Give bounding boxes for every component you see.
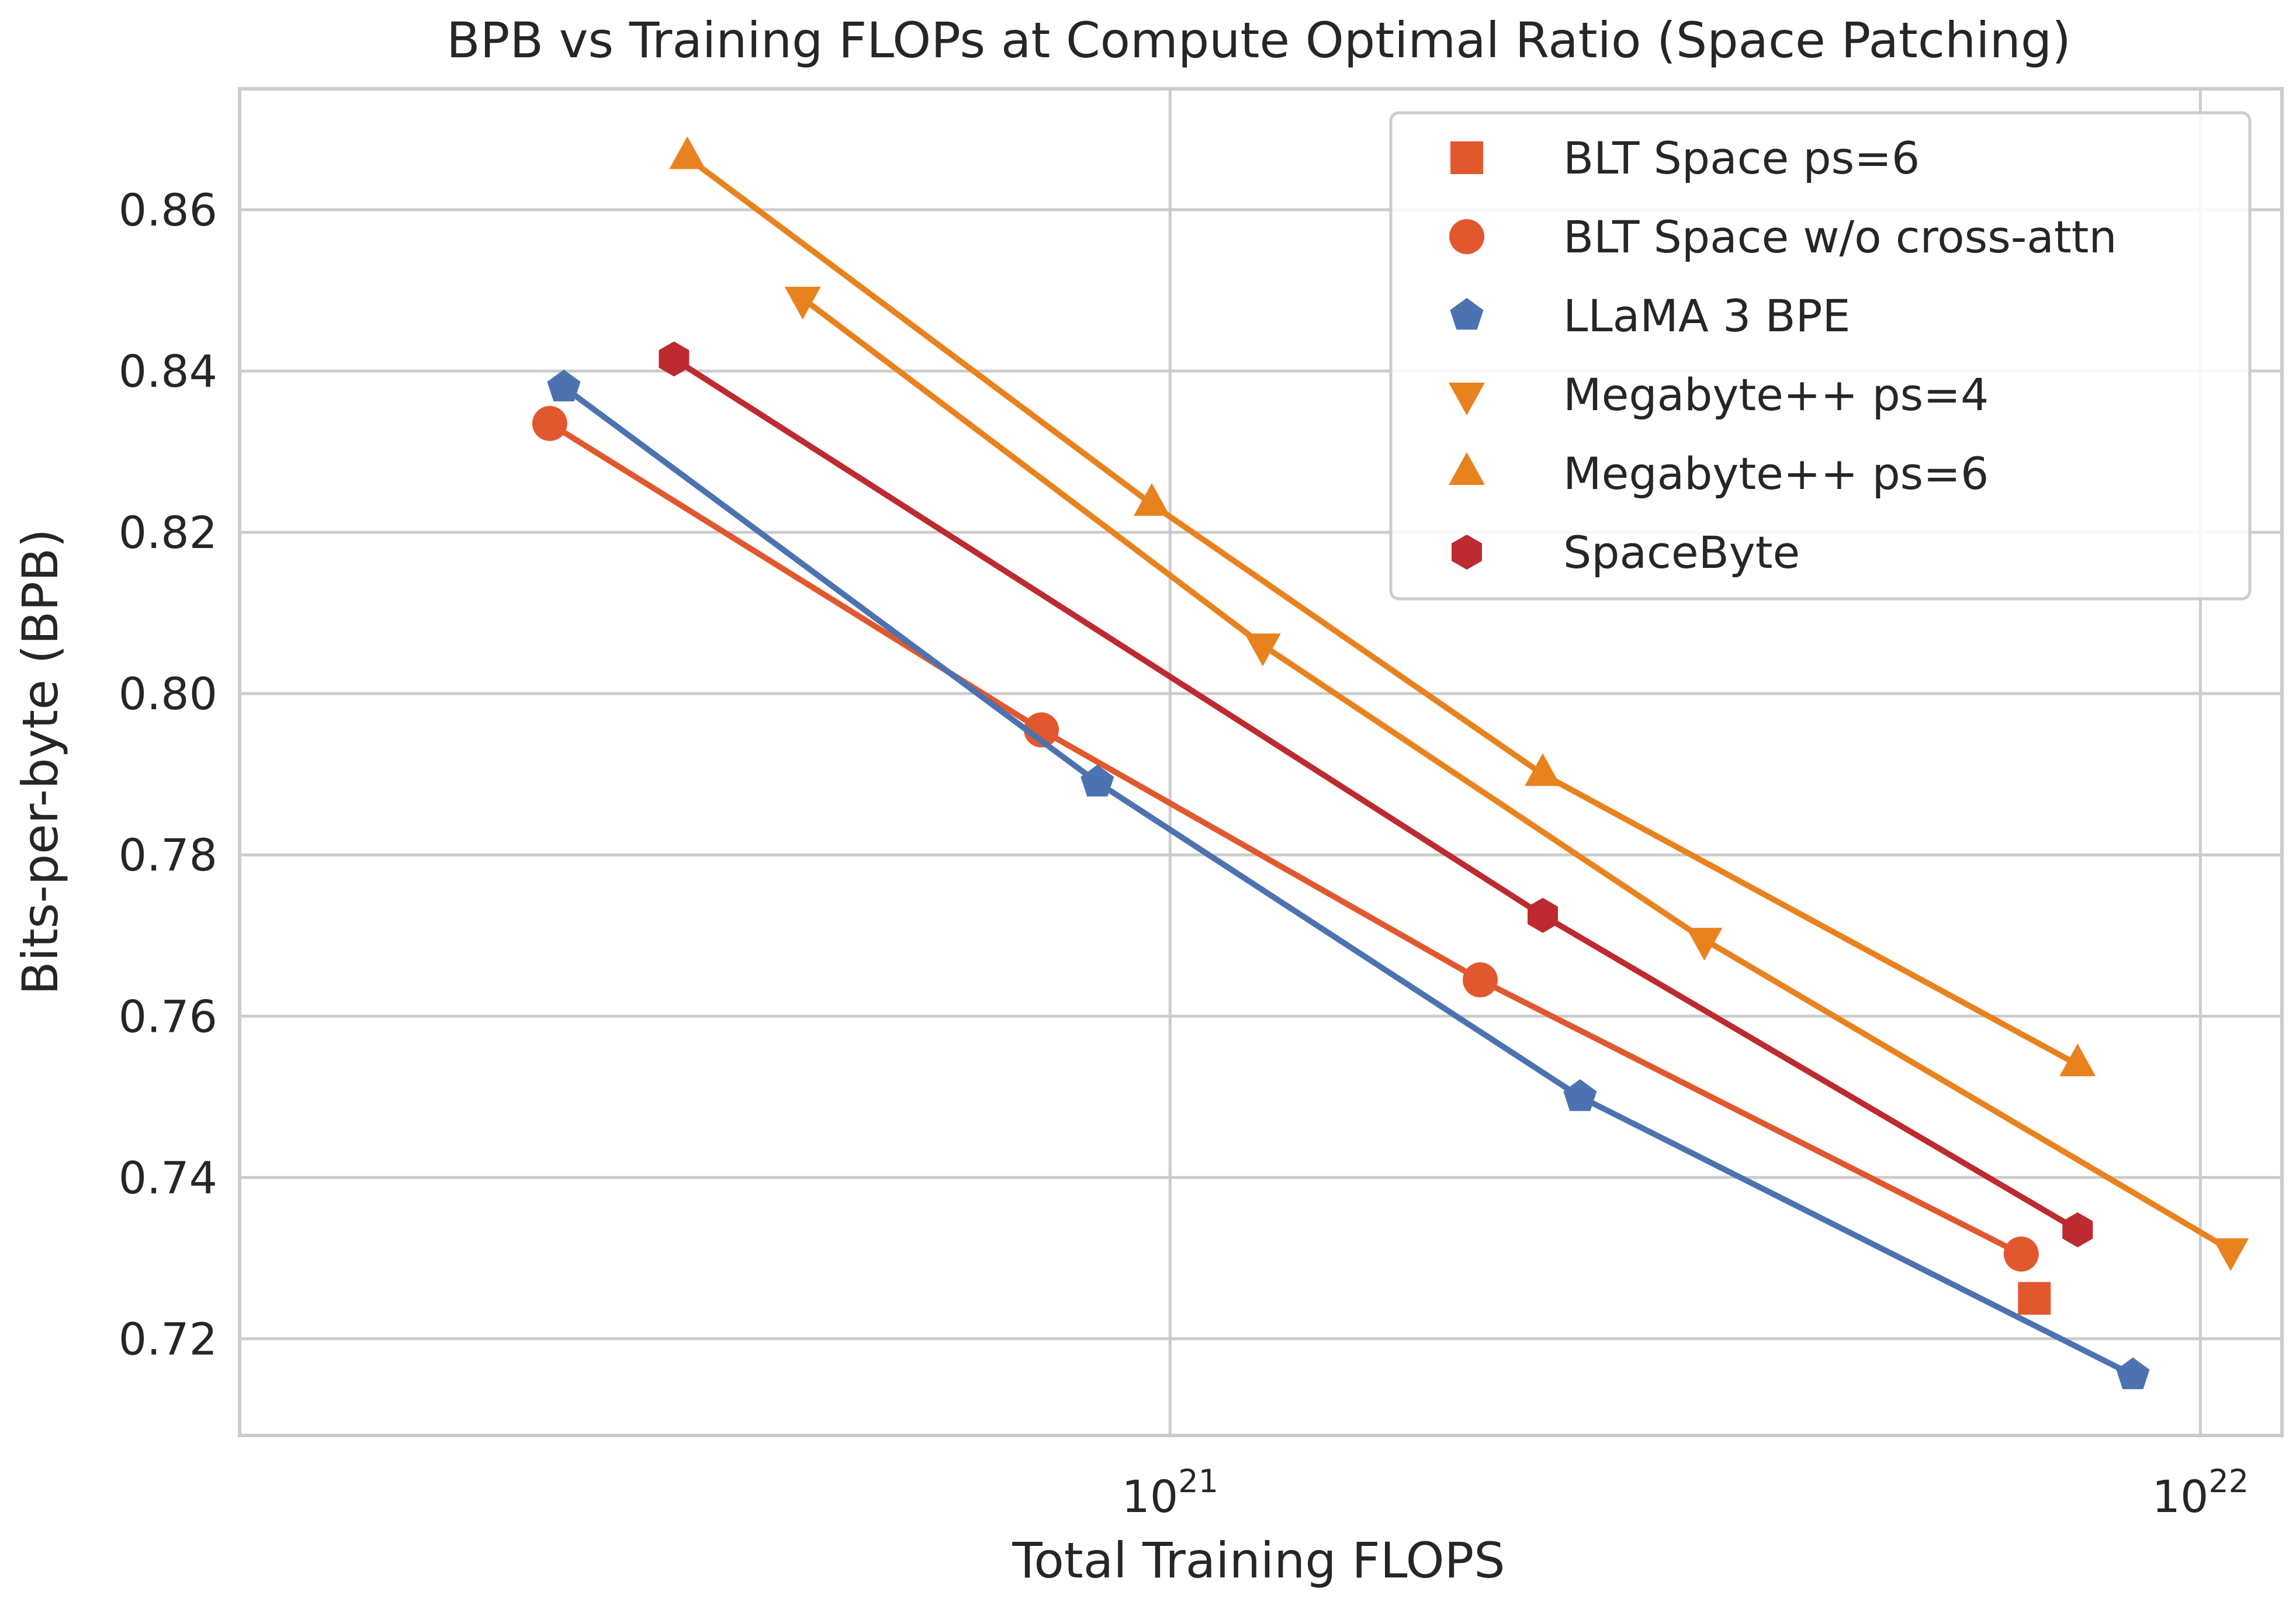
- data-point-megabyte-ps-4: [2212, 1238, 2249, 1271]
- y-tick-label: 0.78: [119, 829, 217, 881]
- x-tick-base: 10: [1122, 1471, 1179, 1523]
- legend-item-blt-space-w-o-cross-attn: BLT Space w/o cross-attn: [1449, 211, 2117, 263]
- series-blt-space-w-o-cross-attn: [532, 405, 2039, 1272]
- data-point-blt-space-w-o-cross-attn: [1463, 962, 1498, 998]
- data-point-megabyte-ps-4: [784, 286, 821, 320]
- series-llama-3-bpe: [547, 369, 2150, 1389]
- legend-label-llama-3-bpe: LLaMA 3 BPE: [1563, 290, 1850, 342]
- data-point-blt-space-w-o-cross-attn: [1023, 712, 1059, 748]
- legend-marker-llama-3-bpe: [1450, 298, 1484, 330]
- data-point-spacebyte: [1528, 897, 1559, 933]
- series-line-llama-3-bpe: [560, 384, 2136, 1378]
- y-tick-label: 0.84: [119, 345, 217, 397]
- x-axis-ticks: 1021 1022: [1122, 1463, 2249, 1523]
- y-axis-ticks: 0.72 0.74 0.76 0.78 0.80 0.82 0.84 0.86: [119, 184, 217, 1365]
- legend-marker-spacebyte: [1452, 535, 1482, 570]
- y-tick-label: 0.82: [119, 507, 217, 559]
- y-tick-label: 0.74: [119, 1152, 217, 1204]
- data-point-llama-3-bpe: [2116, 1357, 2150, 1389]
- legend-items: BLT Space ps=6 BLT Space w/o cross-attn LL…: [1449, 132, 2117, 578]
- data-point-spacebyte: [2062, 1212, 2093, 1248]
- series-layer: [532, 136, 2249, 1389]
- legend-label-megabyte-ps-4: Megabyte++ ps=4: [1563, 369, 1989, 421]
- x-tick-base: 10: [2152, 1471, 2209, 1523]
- chart-title: BPB vs Training FLOPs at Compute Optimal…: [446, 12, 2071, 69]
- series-blt-space-ps-6: [2018, 1282, 2051, 1315]
- y-tick-label: 0.72: [119, 1313, 217, 1365]
- x-tick-exponent: 21: [1178, 1463, 1218, 1500]
- legend-marker-blt-space-w-o-cross-attn: [1449, 219, 1484, 254]
- x-tick-label: 1022: [2152, 1463, 2249, 1523]
- legend-label-megabyte-ps-6: Megabyte++ ps=6: [1563, 448, 1989, 500]
- legend-item-spacebyte: SpaceByte: [1452, 526, 1800, 578]
- data-point-megabyte-ps-4: [1686, 928, 1723, 961]
- y-tick-label: 0.76: [119, 990, 217, 1042]
- legend-marker-megabyte-ps-4: [1449, 383, 1485, 415]
- data-point-llama-3-bpe: [1563, 1079, 1597, 1111]
- legend-item-megabyte-ps-6: Megabyte++ ps=6: [1449, 448, 1989, 500]
- series-megabyte-ps-6: [669, 136, 2096, 1077]
- legend-item-megabyte-ps-4: Megabyte++ ps=4: [1449, 369, 1989, 421]
- series-line-blt-space-w-o-cross-attn: [546, 420, 2024, 1257]
- data-point-llama-3-bpe: [1081, 765, 1114, 797]
- data-point-megabyte-ps-6: [669, 136, 706, 169]
- x-axis-label: Total Training FLOPS: [1012, 1532, 1505, 1589]
- data-point-blt-space-ps-6: [2018, 1282, 2051, 1315]
- data-point-megabyte-ps-6: [1134, 483, 1170, 516]
- y-tick-label: 0.80: [119, 668, 217, 720]
- legend-item-blt-space-ps-6: BLT Space ps=6: [1450, 132, 1920, 184]
- data-point-llama-3-bpe: [547, 369, 581, 401]
- y-axis-label: Bits-per-byte (BPB): [12, 529, 69, 995]
- data-point-spacebyte: [659, 341, 690, 377]
- legend-marker-megabyte-ps-6: [1449, 452, 1485, 485]
- legend: BLT Space ps=6 BLT Space w/o cross-attn LL…: [1389, 111, 2252, 601]
- x-tick-label: 1021: [1122, 1463, 1218, 1523]
- legend-marker-blt-space-ps-6: [1450, 141, 1483, 174]
- legend-box: [1389, 111, 2252, 601]
- plot-area-frame: [238, 87, 2284, 1437]
- legend-label-blt-space-ps-6: BLT Space ps=6: [1563, 132, 1920, 184]
- series-spacebyte: [659, 341, 2093, 1248]
- data-point-megabyte-ps-4: [1244, 633, 1281, 667]
- legend-label-blt-space-w-o-cross-attn: BLT Space w/o cross-attn: [1563, 211, 2117, 263]
- data-point-megabyte-ps-6: [1525, 753, 1561, 786]
- data-point-blt-space-w-o-cross-attn: [532, 405, 567, 441]
- series-line-megabyte-ps-4: [799, 295, 2234, 1253]
- data-point-blt-space-w-o-cross-attn: [2003, 1236, 2039, 1272]
- x-tick-exponent: 22: [2208, 1463, 2249, 1500]
- series-line-megabyte-ps-6: [684, 154, 2081, 1068]
- series-megabyte-ps-4: [784, 286, 2249, 1271]
- legend-item-llama-3-bpe: LLaMA 3 BPE: [1450, 290, 1850, 342]
- y-tick-label: 0.86: [119, 184, 217, 236]
- legend-label-spacebyte: SpaceByte: [1563, 526, 1800, 578]
- data-point-megabyte-ps-6: [2059, 1043, 2096, 1077]
